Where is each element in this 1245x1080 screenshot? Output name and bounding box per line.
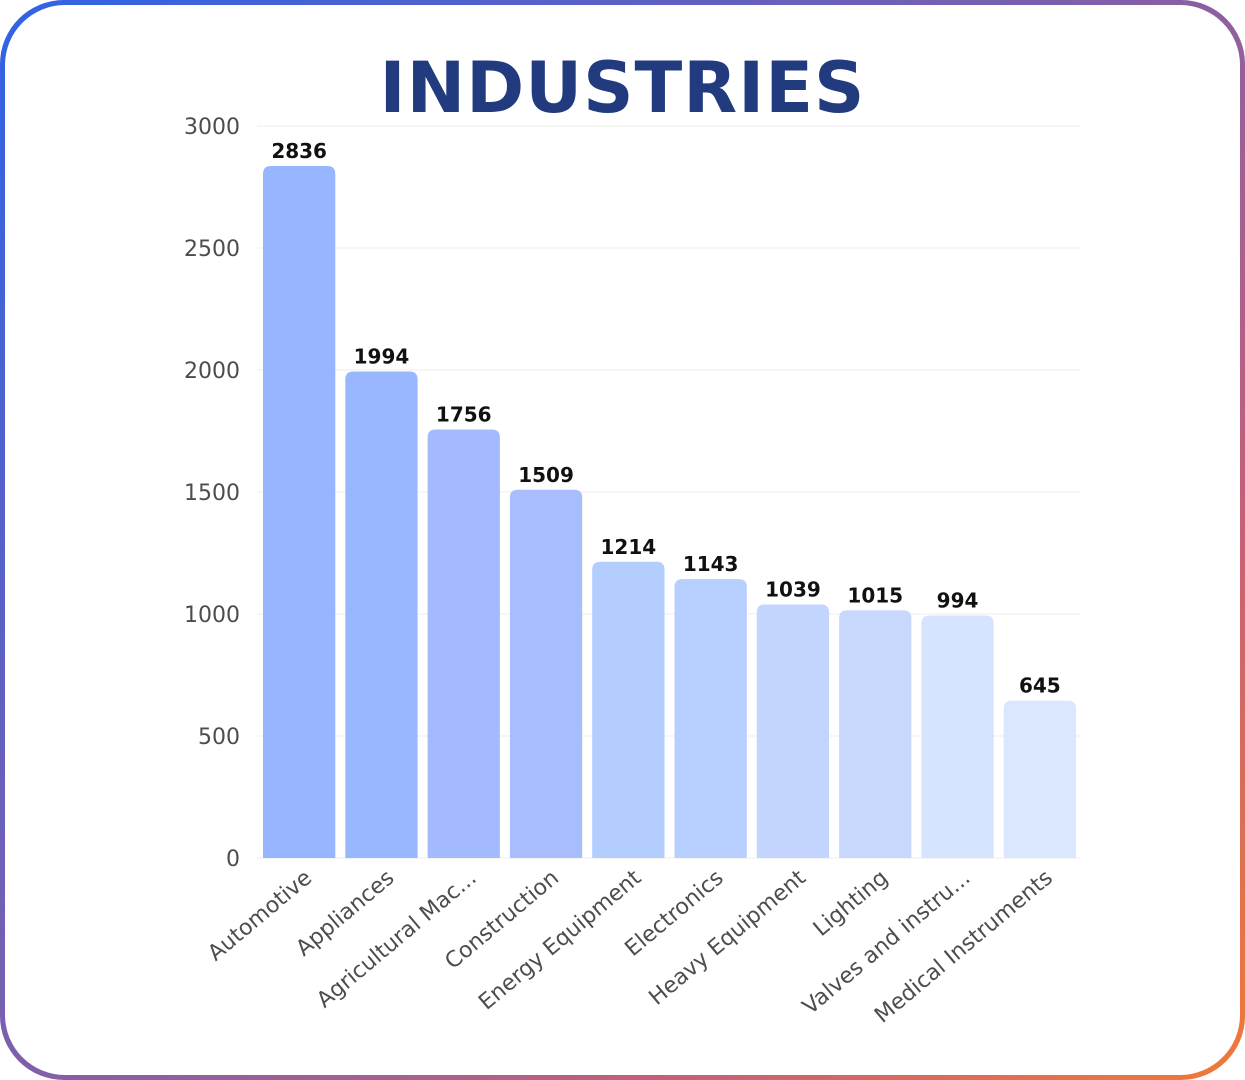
bar-lighting (839, 610, 912, 858)
y-tick-label-2500: 2500 (184, 237, 240, 262)
y-axis-ticks: 0 500 1000 1500 2000 2500 3000 (184, 115, 240, 872)
value-label-construction: 1509 (518, 463, 574, 487)
value-labels: 2836 1994 1756 1509 1214 1143 1039 1015 994 645 (271, 139, 1060, 698)
value-label-automotive: 2836 (271, 139, 327, 163)
y-tick-label-1500: 1500 (184, 481, 240, 506)
bar-electronics (674, 579, 747, 858)
value-label-agricultural-mac: 1756 (436, 403, 492, 427)
y-tick-label-3000: 3000 (184, 115, 240, 140)
bar-appliances (345, 371, 418, 858)
chart-title: INDUSTRIES (379, 47, 866, 129)
bar-medical-instruments (1003, 700, 1076, 858)
value-label-appliances: 1994 (354, 344, 410, 368)
value-label-lighting: 1015 (847, 583, 903, 607)
chart-panel: INDUSTRIES (5, 5, 1240, 1075)
y-tick-label-500: 500 (198, 725, 240, 750)
value-label-electronics: 1143 (683, 552, 739, 576)
value-label-valves-and-instru: 994 (937, 588, 979, 612)
y-tick-label-2000: 2000 (184, 359, 240, 384)
y-tick-label-1000: 1000 (184, 603, 240, 628)
bar-automotive (263, 166, 336, 859)
value-label-energy-equipment: 1214 (601, 535, 657, 559)
category-label-heavy-equipment: Heavy Equipment (645, 865, 812, 1010)
value-label-heavy-equipment: 1039 (765, 577, 821, 601)
y-tick-label-0: 0 (226, 847, 240, 872)
bar-valves-and-instru (921, 615, 994, 858)
bars (263, 166, 1076, 859)
value-label-medical-instruments: 645 (1019, 674, 1061, 698)
bar-agricultural-mac (427, 429, 500, 858)
bar-energy-equipment (592, 561, 665, 858)
category-label-agricultural-mac: Agricultural Mac... (312, 865, 481, 1013)
bar-heavy-equipment (756, 604, 830, 858)
bar-construction (509, 489, 583, 858)
category-label-lighting: Lighting (809, 865, 893, 941)
category-label-energy-equipment: Energy Equipment (474, 865, 646, 1015)
